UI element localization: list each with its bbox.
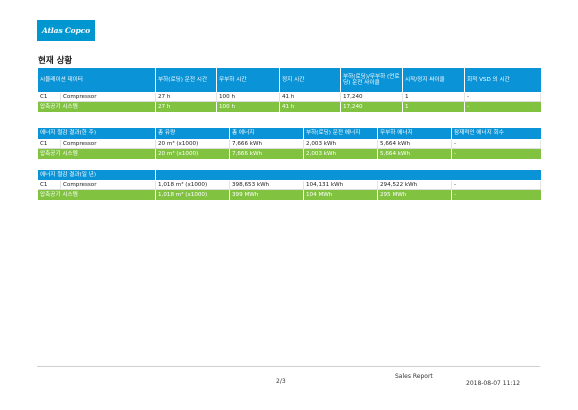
- table-cell: 압축공기 시스템: [38, 102, 156, 112]
- table-cell: 20 m³ (x1000): [156, 140, 230, 148]
- table-cell: -: [467, 103, 470, 110]
- table-cell: 20 m³ (x1000): [156, 149, 230, 159]
- table-cell: 압축공기 시스템: [38, 149, 156, 159]
- table-header-row: 에너지 절감 결과(한 주) 총 유량 총 에너지 부하(로딩) 운전 에너지 …: [38, 128, 541, 140]
- table-cell: 399 MWh: [230, 190, 304, 200]
- header-cell: 회적 VSD 의 시간: [467, 76, 510, 83]
- table-cell: 27 h: [156, 93, 217, 101]
- table-cell: 7,666 kWh: [230, 140, 304, 148]
- header-cell: 잠재적인 에너지 회수: [454, 130, 504, 137]
- header-cell: 부하(로딩)/무부하 (언로딩) 운전 사이클: [341, 68, 403, 92]
- header-cell: 부하(로딩) 운전 시간: [156, 68, 217, 92]
- table-cell: 1,018 m³ (x1000): [156, 181, 230, 189]
- report-date: 2018-08-07 11:12: [466, 380, 521, 387]
- table-cell: C1: [38, 140, 61, 148]
- table-cell: 104,131 kWh: [304, 181, 378, 189]
- page-title: 현재 상황: [38, 56, 73, 66]
- header-cell: 총 유량: [156, 128, 230, 139]
- table-row: C1 Compressor 20 m³ (x1000) 7,666 kWh 2,…: [38, 140, 541, 149]
- page-number: 2/3: [276, 378, 286, 385]
- table-cell: 295 MWh: [378, 190, 452, 200]
- table-cell: 1: [403, 102, 465, 112]
- summary-row: 압축공기 시스템 1,018 m³ (x1000) 399 MWh 104 MW…: [38, 190, 541, 201]
- summary-row: 압축공기 시스템 27 h 100 h 41 h 17,240 1 -: [38, 102, 541, 113]
- table-cell: 5,664 kWh: [378, 149, 452, 159]
- header-cell: 부하(로딩) 운전 에너지: [304, 128, 378, 139]
- table-cell: 41 h: [280, 93, 341, 101]
- simulation-table: 시뮬레이션 데이터 부하(로딩) 운전 시간 무부하 시간 정지 시간 부하(로…: [38, 68, 541, 113]
- table-cell: Compressor: [61, 93, 156, 101]
- header-cell: 시뮬레이션 데이터: [38, 68, 156, 92]
- header-cell-empty: [156, 170, 541, 180]
- header-cell: 에너지 절감 결과(한 주): [38, 128, 156, 139]
- table-cell: -: [454, 150, 457, 157]
- table-cell: 100 h: [217, 102, 280, 112]
- table-cell: 2,003 kWh: [304, 140, 378, 148]
- header-cell: 시작/정지 싸이클: [403, 68, 465, 92]
- header-cell: 무부하 시간: [217, 68, 280, 92]
- table-cell: 398,653 kWh: [230, 181, 304, 189]
- table-cell: 1,018 m³ (x1000): [156, 190, 230, 200]
- table-cell: 7,666 kWh: [230, 149, 304, 159]
- header-cell: 총 에너지: [230, 128, 304, 139]
- footer-divider: [37, 366, 540, 367]
- header-cell: 에너지 절감 결과(일 년): [38, 170, 156, 180]
- table-header-row: 에너지 절감 결과(일 년): [38, 170, 541, 181]
- table-cell: 41 h: [280, 102, 341, 112]
- table-cell: 5,664 kWh: [378, 140, 452, 148]
- header-cell: 무부하 에너지: [378, 128, 452, 139]
- weekly-energy-table: 에너지 절감 결과(한 주) 총 유량 총 에너지 부하(로딩) 운전 에너지 …: [38, 128, 541, 160]
- table-cell: 압축공기 시스템: [38, 190, 156, 200]
- table-cell: 17,240: [341, 102, 403, 112]
- table-cell: 17,240: [341, 93, 403, 101]
- table-cell: C1: [38, 181, 61, 189]
- table-cell: 27 h: [156, 102, 217, 112]
- report-name: Sales Report: [395, 373, 433, 380]
- yearly-energy-table: 에너지 절감 결과(일 년) C1 Compressor 1,018 m³ (x…: [38, 170, 541, 201]
- table-cell: 104 MWh: [304, 190, 378, 200]
- table-row: C1 Compressor 27 h 100 h 41 h 17,240 1 -: [38, 93, 541, 102]
- header-cell: 정지 시간: [280, 68, 341, 92]
- table-cell: 2,003 kWh: [304, 149, 378, 159]
- table-row: C1 Compressor 1,018 m³ (x1000) 398,653 k…: [38, 181, 541, 190]
- table-cell: -: [452, 181, 541, 189]
- table-cell: Compressor: [61, 140, 156, 148]
- table-cell: 294,522 kWh: [378, 181, 452, 189]
- table-cell: 1: [403, 93, 465, 101]
- table-cell: Compressor: [61, 181, 156, 189]
- table-header-row: 시뮬레이션 데이터 부하(로딩) 운전 시간 무부하 시간 정지 시간 부하(로…: [38, 68, 541, 93]
- summary-row: 압축공기 시스템 20 m³ (x1000) 7,666 kWh 2,003 k…: [38, 149, 541, 160]
- table-cell: -: [452, 140, 541, 148]
- table-cell: 100 h: [217, 93, 280, 101]
- table-cell: -: [454, 191, 457, 198]
- table-cell: C1: [38, 93, 61, 101]
- company-logo: Atlas Copco: [37, 20, 95, 41]
- table-cell: -: [465, 93, 541, 101]
